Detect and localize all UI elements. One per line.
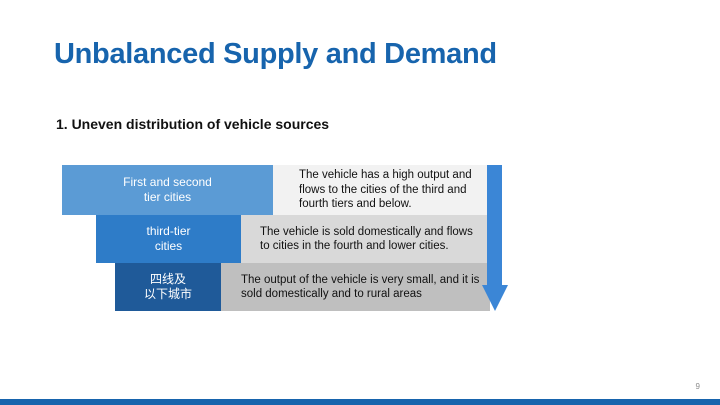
arrow-head (482, 285, 508, 311)
tier-1-description-box: The vehicle has a high output and flows … (273, 165, 490, 215)
footer-bar (0, 399, 720, 405)
tier-1-description: The vehicle has a high output and flows … (299, 169, 472, 211)
tier-3-description: The output of the vehicle is very small,… (241, 273, 480, 300)
slide-title: Unbalanced Supply and Demand (54, 38, 497, 70)
tier-1-label-box: First and second tier cities (62, 165, 273, 215)
slide-subtitle: 1. Uneven distribution of vehicle source… (56, 116, 330, 132)
arrow-shaft (487, 165, 502, 287)
page-number: 9 (695, 382, 700, 391)
tier-2-label-line2: cities (154, 239, 183, 253)
tier-3-description-box: The output of the vehicle is very small,… (221, 263, 490, 311)
tier-3-label-line1: 四线及 (149, 272, 186, 286)
tier-1-label-line1: First and second (123, 175, 212, 189)
tier-1-label-line2: tier cities (143, 190, 192, 204)
tier-2-description: The vehicle is sold domestically and flo… (260, 225, 473, 252)
tier-2-label-box: third-tier cities (96, 215, 241, 263)
tier-3-label-line2: 以下城市 (143, 287, 192, 301)
tier-2-label-line1: third-tier (146, 224, 191, 238)
tier-3-label-box: 四线及 以下城市 (115, 263, 221, 311)
tier-2-description-box: The vehicle is sold domestically and flo… (241, 215, 490, 263)
